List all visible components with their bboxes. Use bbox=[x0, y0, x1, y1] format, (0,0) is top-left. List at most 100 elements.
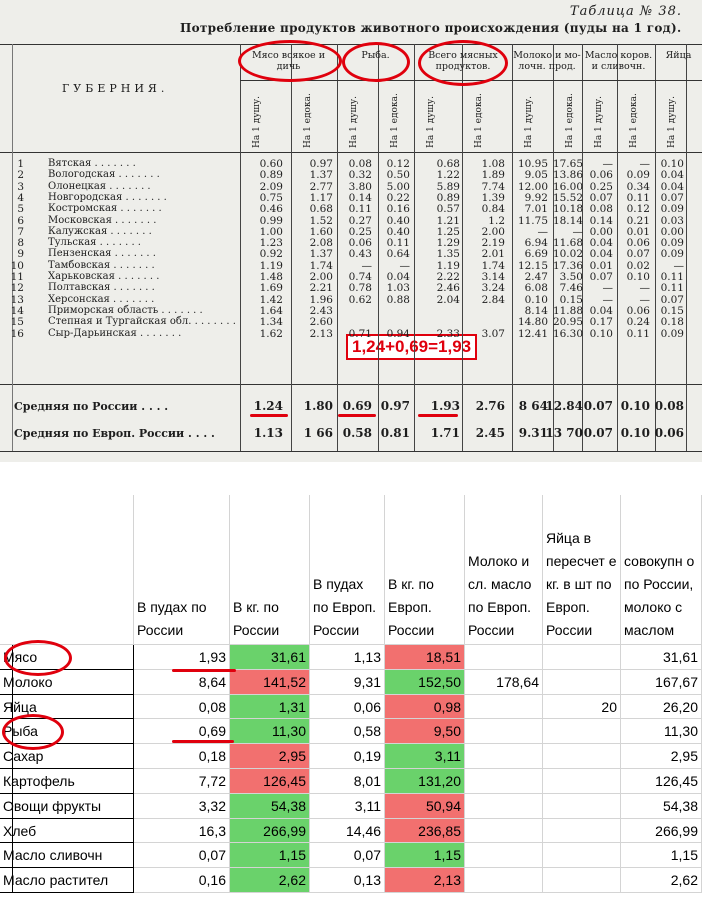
cell[interactable]: 152,50 bbox=[385, 669, 465, 695]
cell[interactable]: 0,08 bbox=[134, 694, 230, 720]
cell[interactable]: 0,07 bbox=[134, 843, 230, 869]
cell[interactable]: 11,30 bbox=[621, 719, 702, 745]
row-label[interactable]: Овощи фрукты bbox=[0, 793, 134, 819]
row-number: 4 bbox=[17, 191, 24, 204]
cell[interactable]: 236,85 bbox=[385, 818, 465, 844]
data-value: 3.50 bbox=[559, 271, 583, 283]
cell[interactable]: 126,45 bbox=[621, 769, 702, 794]
cell[interactable] bbox=[465, 645, 543, 670]
row-label[interactable]: Сахар bbox=[0, 744, 134, 769]
column-header-5[interactable]: Молоко и сл. масло по Европ. России bbox=[465, 495, 543, 645]
cell[interactable]: 11,30 bbox=[230, 719, 310, 745]
row-label[interactable]: Масло сливочн bbox=[0, 843, 134, 869]
data-value: 1.60 bbox=[309, 225, 333, 238]
cell[interactable] bbox=[543, 843, 621, 869]
cell[interactable] bbox=[543, 719, 621, 745]
cell[interactable] bbox=[465, 719, 543, 745]
cell[interactable]: 0,07 bbox=[310, 843, 385, 869]
cell[interactable] bbox=[465, 868, 543, 893]
cell[interactable]: 0,13 bbox=[310, 868, 385, 893]
cell[interactable]: 54,38 bbox=[230, 793, 310, 819]
row-label[interactable]: Хлеб bbox=[0, 818, 134, 844]
cell[interactable]: 1,93 bbox=[134, 645, 230, 670]
cell[interactable]: 3,11 bbox=[385, 744, 465, 769]
cell[interactable] bbox=[543, 868, 621, 893]
cell[interactable] bbox=[543, 818, 621, 844]
cell[interactable]: 0,16 bbox=[134, 868, 230, 893]
total-underline bbox=[418, 414, 458, 417]
cell[interactable]: 0,06 bbox=[310, 694, 385, 720]
cell[interactable]: 9,50 bbox=[385, 719, 465, 745]
cell[interactable] bbox=[543, 645, 621, 670]
cell[interactable] bbox=[465, 843, 543, 869]
column-header-7[interactable]: совокупн о по России, молоко с маслом bbox=[621, 495, 702, 645]
cell[interactable]: 8,01 bbox=[310, 769, 385, 794]
cell[interactable] bbox=[465, 744, 543, 769]
cell[interactable]: 18,51 bbox=[385, 645, 465, 670]
cell[interactable] bbox=[465, 769, 543, 794]
cell[interactable]: 266,99 bbox=[230, 818, 310, 844]
cell[interactable]: 2,95 bbox=[621, 744, 702, 769]
column-header-3[interactable]: В пудах по Европ. России bbox=[310, 495, 385, 645]
cell[interactable] bbox=[543, 669, 621, 695]
cell[interactable]: 1,15 bbox=[385, 843, 465, 869]
data-value: 0.24 bbox=[626, 316, 650, 329]
data-value: 9.92 bbox=[524, 191, 548, 204]
cell[interactable] bbox=[465, 818, 543, 844]
cell[interactable]: 0,18 bbox=[134, 744, 230, 769]
cell[interactable]: 26,20 bbox=[621, 694, 702, 720]
cell[interactable]: 0,69 bbox=[134, 719, 230, 745]
cell[interactable]: 2,62 bbox=[621, 868, 702, 893]
cell[interactable]: 167,67 bbox=[621, 669, 702, 695]
cell[interactable]: 1,31 bbox=[230, 694, 310, 720]
cell[interactable]: 1,15 bbox=[230, 843, 310, 869]
cell[interactable]: 7,72 bbox=[134, 769, 230, 794]
cell[interactable]: 31,61 bbox=[621, 645, 702, 670]
row-label[interactable]: Молоко bbox=[0, 669, 134, 695]
cell[interactable]: 1,13 bbox=[310, 645, 385, 670]
cell[interactable]: 178,64 bbox=[465, 669, 543, 695]
cell[interactable]: 2,13 bbox=[385, 868, 465, 893]
cell[interactable]: 0,19 bbox=[310, 744, 385, 769]
cell[interactable]: 9,31 bbox=[310, 669, 385, 695]
data-value: 6.69 bbox=[524, 248, 548, 261]
cell[interactable] bbox=[543, 793, 621, 819]
row-label[interactable]: Картофель bbox=[0, 769, 134, 794]
cell[interactable]: 54,38 bbox=[621, 793, 702, 819]
data-value: 0.12 bbox=[626, 203, 650, 216]
data-value: 0.09 bbox=[660, 327, 684, 340]
cell[interactable]: 1,15 bbox=[621, 843, 702, 869]
cell[interactable]: 2,95 bbox=[230, 744, 310, 769]
cell[interactable]: 50,94 bbox=[385, 793, 465, 819]
cell[interactable]: 31,61 bbox=[230, 645, 310, 670]
cell[interactable]: 2,62 bbox=[230, 868, 310, 893]
cell[interactable]: 8,64 bbox=[134, 669, 230, 695]
row-number: 6 bbox=[17, 214, 24, 227]
cell[interactable]: 266,99 bbox=[621, 818, 702, 844]
data-value: 0.25 bbox=[589, 180, 613, 193]
cell[interactable]: 3,11 bbox=[310, 793, 385, 819]
cell[interactable]: 0,58 bbox=[310, 719, 385, 745]
cell[interactable]: 20 bbox=[543, 694, 621, 720]
cell[interactable]: 141,52 bbox=[230, 669, 310, 695]
column-header-2[interactable]: В кг. по России bbox=[230, 495, 310, 645]
cell[interactable]: 0,98 bbox=[385, 694, 465, 720]
cell[interactable] bbox=[543, 769, 621, 794]
cell[interactable] bbox=[465, 793, 543, 819]
cell[interactable]: 126,45 bbox=[230, 769, 310, 794]
cell[interactable] bbox=[465, 694, 543, 720]
cell[interactable] bbox=[543, 744, 621, 769]
column-header-4[interactable]: В кг. по Европ. России bbox=[385, 495, 465, 645]
row-label[interactable]: Яйца bbox=[0, 694, 134, 720]
cell[interactable]: 3,32 bbox=[134, 793, 230, 819]
cell[interactable]: 14,46 bbox=[310, 818, 385, 844]
spreadsheet: В пудах по России В кг. по России В пудах … bbox=[0, 495, 702, 900]
column-rule bbox=[291, 44, 292, 451]
column-header-6[interactable]: Яйца в пересчет е кг. в шт по Европ. Рос… bbox=[543, 495, 621, 645]
column-header-0[interactable] bbox=[0, 495, 134, 645]
subheader-5: На 1 едока. bbox=[474, 93, 484, 148]
column-header-1[interactable]: В пудах по России bbox=[134, 495, 230, 645]
row-label[interactable]: Масло растител bbox=[0, 868, 134, 893]
cell[interactable]: 131,20 bbox=[385, 769, 465, 794]
cell[interactable]: 16,3 bbox=[134, 818, 230, 844]
